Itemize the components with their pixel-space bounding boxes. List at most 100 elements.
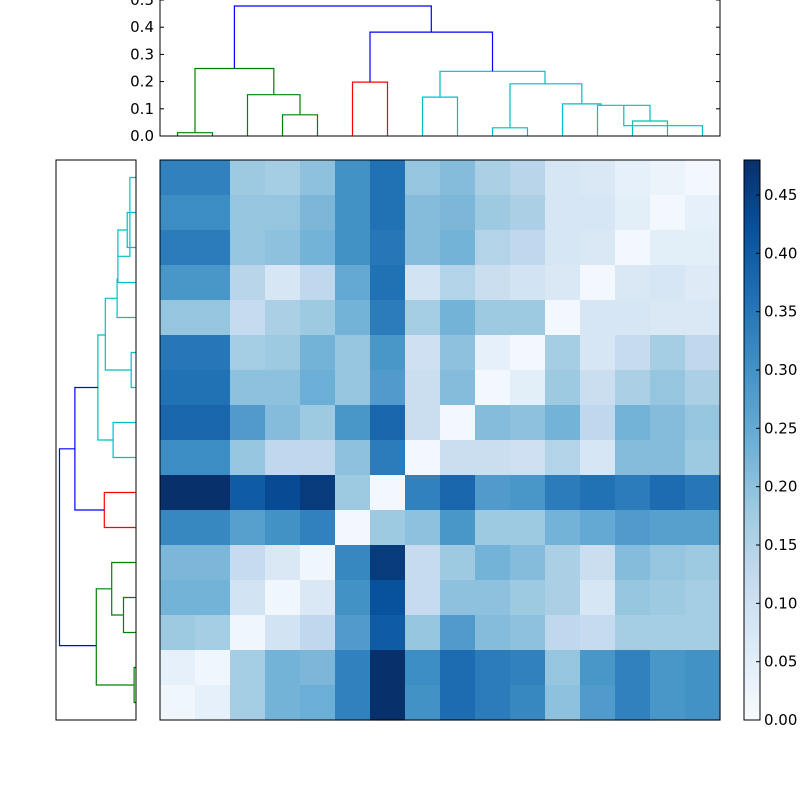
heatmap-cell xyxy=(440,650,476,686)
heatmap-cell xyxy=(545,510,581,546)
heatmap-cell xyxy=(335,195,371,231)
heatmap-cell xyxy=(160,475,196,511)
heatmap-cell xyxy=(615,300,651,336)
top-dendrogram-link-11 xyxy=(509,83,583,128)
heatmap-cell xyxy=(300,405,336,441)
heatmap-cell xyxy=(300,195,336,231)
heatmap-cell xyxy=(370,195,406,231)
heatmap-cell xyxy=(580,405,616,441)
heatmap-cell xyxy=(405,335,441,371)
heatmap-cell xyxy=(685,545,721,581)
heatmap-cell xyxy=(650,545,686,581)
heatmap-cell xyxy=(475,160,511,196)
heatmap-cell xyxy=(510,335,546,371)
heatmap-cell xyxy=(265,580,301,616)
heatmap-cell xyxy=(300,615,336,651)
heatmap-cell xyxy=(510,650,546,686)
heatmap-cell xyxy=(510,160,546,196)
heatmap-cell xyxy=(440,510,476,546)
heatmap-cell xyxy=(300,545,336,581)
heatmap-cell xyxy=(580,685,616,721)
heatmap-cell xyxy=(195,370,231,406)
heatmap-cell xyxy=(160,510,196,546)
heatmap-cell xyxy=(685,440,721,476)
heatmap-cell xyxy=(370,685,406,721)
heatmap-cell xyxy=(615,475,651,511)
heatmap-cell xyxy=(510,195,546,231)
heatmap-cell xyxy=(265,160,301,196)
heatmap-cell xyxy=(335,580,371,616)
heatmap-cell xyxy=(510,405,546,441)
heatmap-cell xyxy=(335,545,371,581)
top-dendrogram-ytick-label: 0.3 xyxy=(130,45,154,63)
heatmap-cell xyxy=(300,160,336,196)
heatmap-frame xyxy=(159,159,721,721)
heatmap-cell xyxy=(650,160,686,196)
colorbar-tick-label: 0.00 xyxy=(764,711,797,729)
heatmap-cell xyxy=(650,615,686,651)
heatmap-cell xyxy=(440,230,476,266)
heatmap-cell xyxy=(160,265,196,301)
heatmap-cell xyxy=(440,685,476,721)
heatmap-cell xyxy=(545,650,581,686)
heatmap-cell xyxy=(265,195,301,231)
heatmap-cell xyxy=(405,300,441,336)
heatmap-cell xyxy=(300,440,336,476)
heatmap-cell xyxy=(370,230,406,266)
heatmap-cell xyxy=(545,230,581,266)
top-dendrogram: 0.0 0.1 0.2 0.3 0.4 0.5 xyxy=(130,0,721,145)
heatmap-cell xyxy=(230,650,266,686)
heatmap-cell xyxy=(335,230,371,266)
heatmap-cell xyxy=(300,335,336,371)
heatmap-cell xyxy=(300,370,336,406)
heatmap-cell xyxy=(440,440,476,476)
heatmap-cell xyxy=(230,405,266,441)
heatmap-cell xyxy=(265,510,301,546)
left-dendrogram-frame xyxy=(55,159,137,721)
top-dendrogram-ytick-label: 0.4 xyxy=(130,18,154,36)
heatmap-cell xyxy=(545,370,581,406)
heatmap-cell xyxy=(685,335,721,371)
heatmap-cell xyxy=(265,230,301,266)
heatmap-cell xyxy=(370,580,406,616)
left-dendrogram-link-9 xyxy=(117,176,136,257)
heatmap-cell xyxy=(230,265,266,301)
heatmap-cell xyxy=(475,650,511,686)
heatmap-cell xyxy=(615,650,651,686)
heatmap-cell xyxy=(510,510,546,546)
heatmap-cell xyxy=(160,160,196,196)
heatmap-cell xyxy=(615,615,651,651)
heatmap-cell xyxy=(475,265,511,301)
heatmap-cell xyxy=(580,160,616,196)
heatmap-cell xyxy=(510,300,546,336)
heatmap-cell xyxy=(195,510,231,546)
heatmap-cell xyxy=(545,160,581,196)
left-dendrogram-link-7 xyxy=(126,211,136,249)
heatmap-cell xyxy=(475,335,511,371)
heatmap-cell xyxy=(650,685,686,721)
heatmap-cell xyxy=(650,265,686,301)
heatmap-cell xyxy=(475,405,511,441)
heatmap-cell xyxy=(440,335,476,371)
top-dendrogram-link-13 xyxy=(369,31,494,83)
heatmap-cell xyxy=(405,650,441,686)
heatmap-cell xyxy=(370,405,406,441)
heatmap-cell xyxy=(265,685,301,721)
heatmap-cell xyxy=(265,545,301,581)
heatmap-cell xyxy=(265,265,301,301)
heatmap-cell xyxy=(650,335,686,371)
left-dendrogram xyxy=(55,159,137,721)
heatmap-cell xyxy=(650,440,686,476)
heatmap-cell xyxy=(685,160,721,196)
heatmap-cell xyxy=(405,405,441,441)
heatmap-cell xyxy=(580,510,616,546)
heatmap-cell xyxy=(615,335,651,371)
heatmap-cell xyxy=(615,545,651,581)
heatmap-cell xyxy=(545,580,581,616)
heatmap-cell xyxy=(475,440,511,476)
heatmap-cell xyxy=(370,335,406,371)
colorbar: 0.00 0.05 0.10 0.15 0.20 0.25 0.30 0.35 0.40 0.45 xyxy=(743,159,797,729)
heatmap-cell xyxy=(230,615,266,651)
heatmap-cell xyxy=(475,510,511,546)
heatmap-cell xyxy=(615,230,651,266)
